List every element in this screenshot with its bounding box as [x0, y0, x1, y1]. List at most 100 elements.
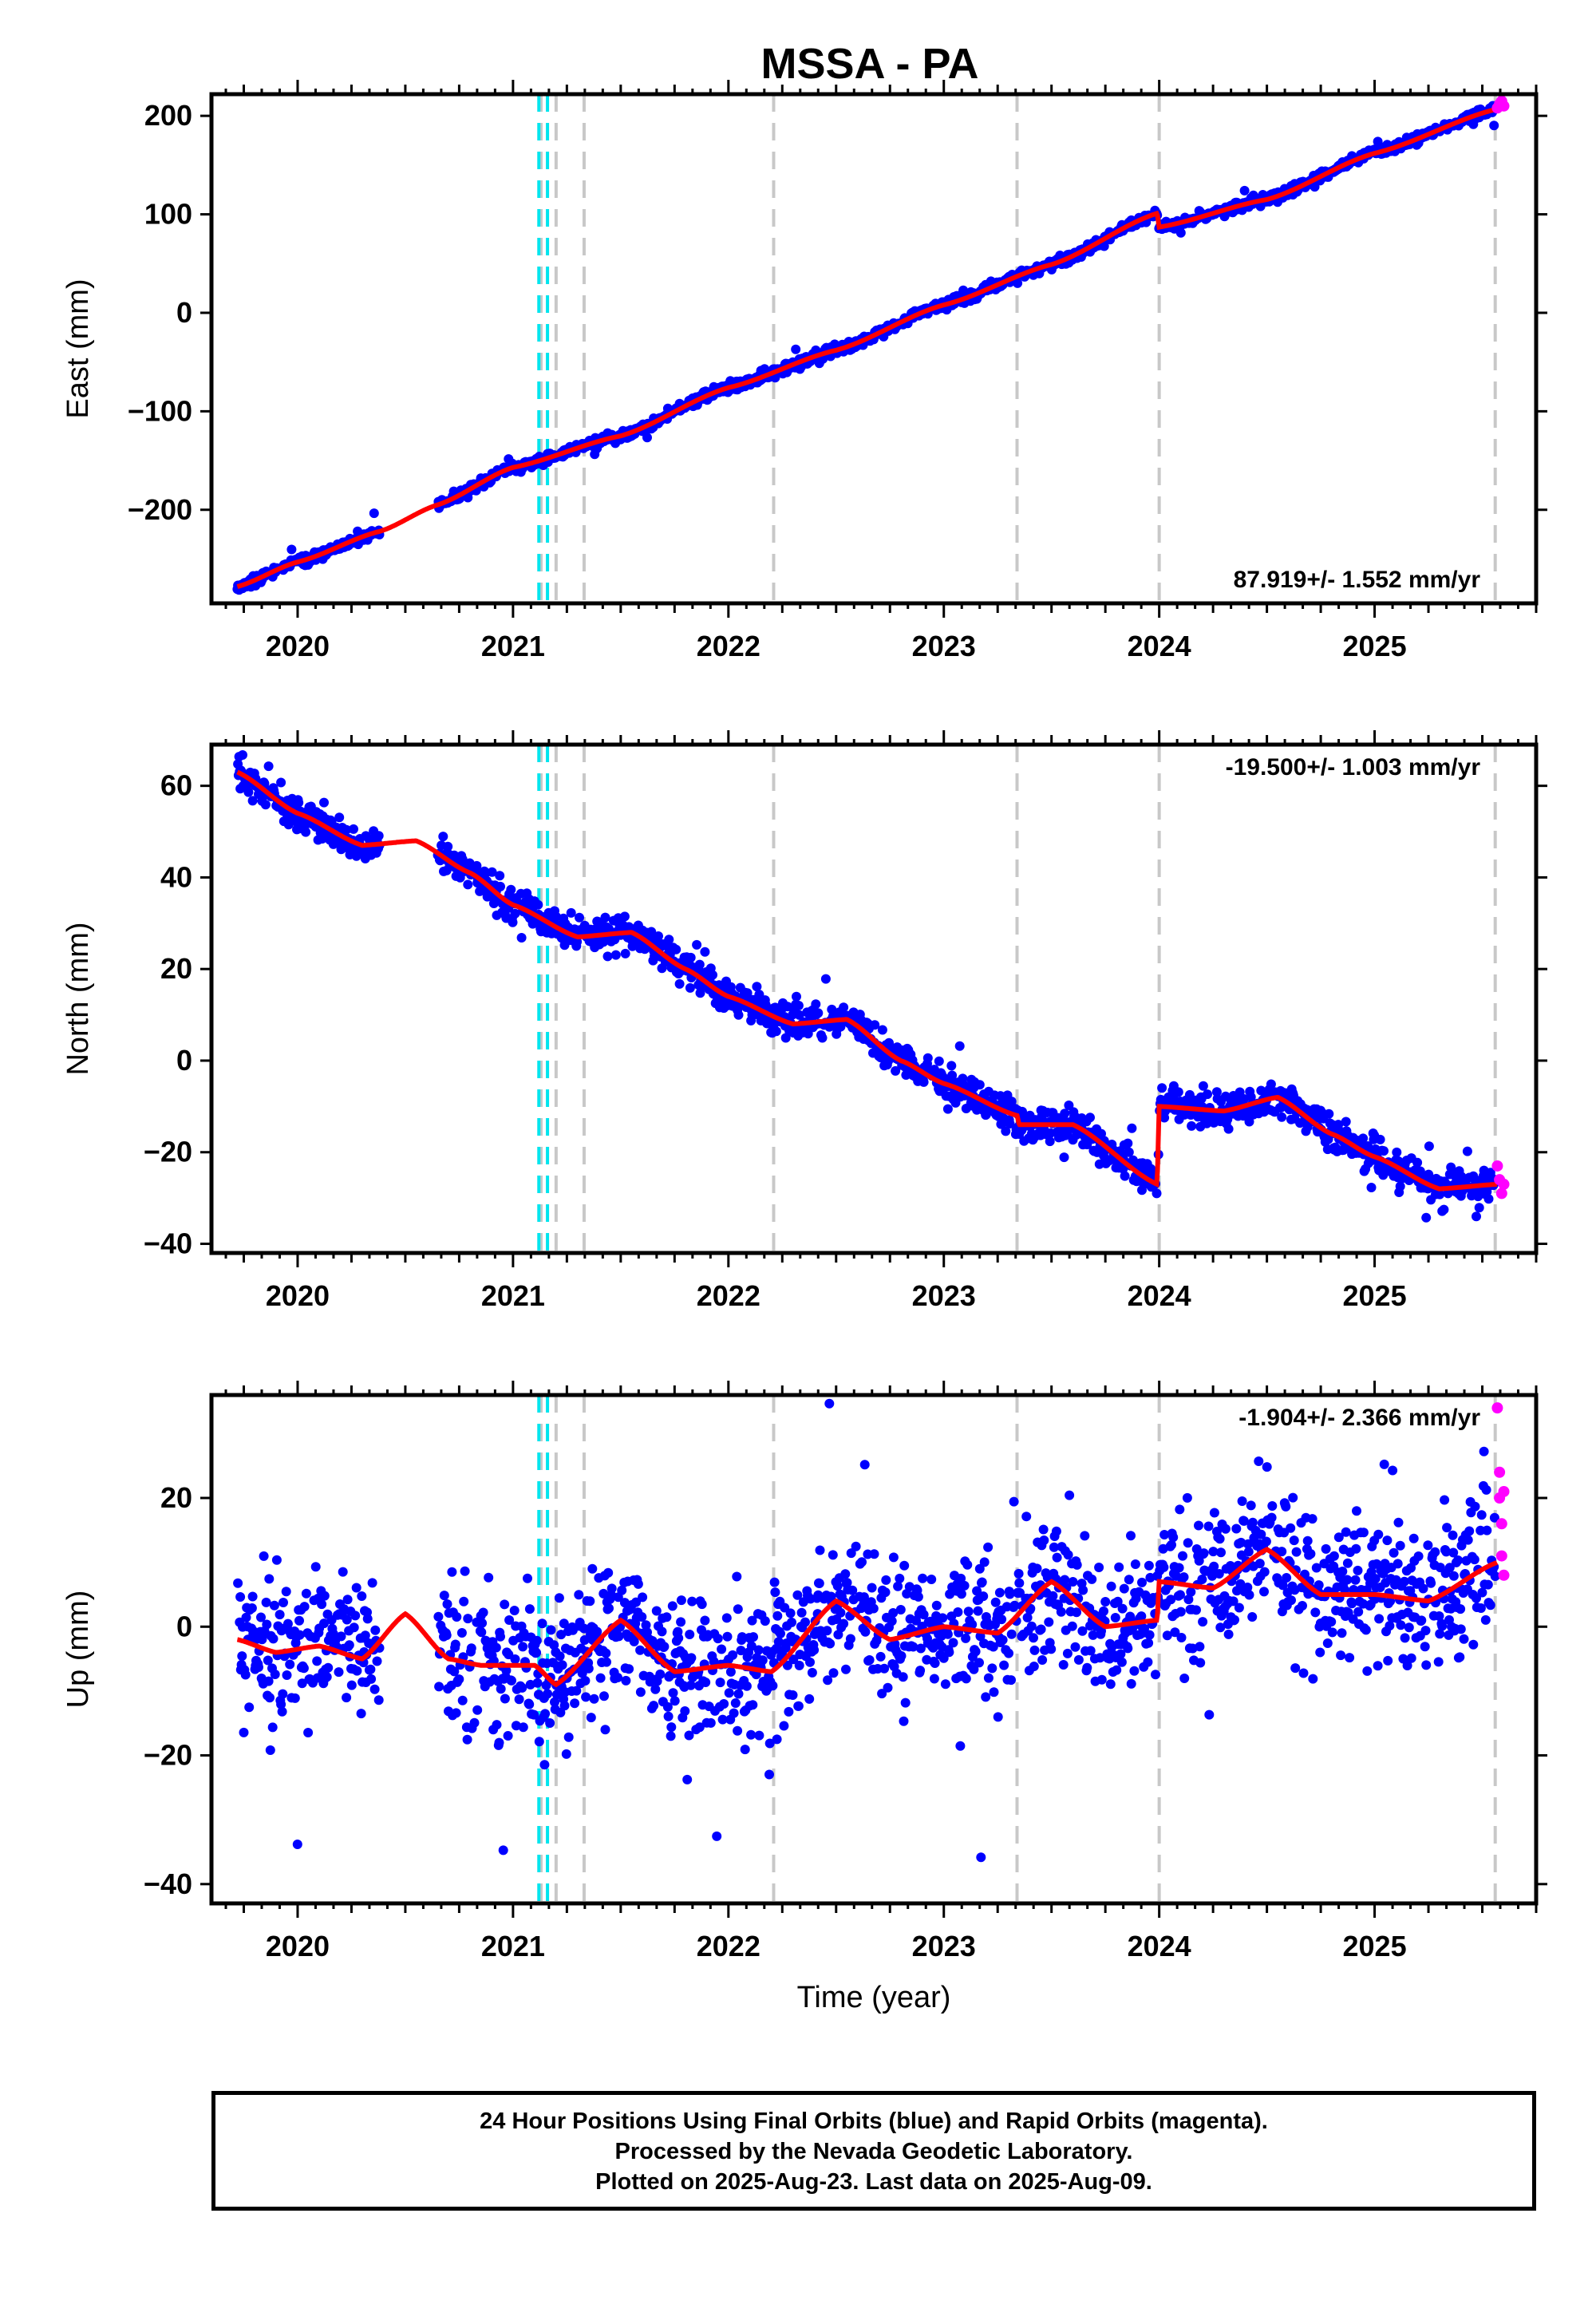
- final-point: [523, 1573, 532, 1583]
- final-point: [811, 999, 821, 1010]
- final-point: [641, 1620, 651, 1630]
- final-point: [1342, 1558, 1353, 1568]
- final-point: [1175, 1504, 1185, 1515]
- final-point: [617, 1585, 627, 1595]
- final-point: [462, 1734, 472, 1745]
- final-point: [721, 1613, 732, 1623]
- final-point: [684, 1730, 694, 1741]
- final-point: [908, 1642, 918, 1652]
- final-point: [614, 1631, 624, 1642]
- final-point: [1029, 1662, 1039, 1671]
- final-point: [498, 1845, 508, 1856]
- final-point: [574, 1590, 584, 1600]
- final-point: [931, 1600, 942, 1611]
- final-point: [1220, 1524, 1231, 1534]
- model-fit-line: [236, 1547, 1499, 1688]
- final-point: [366, 1674, 377, 1684]
- final-point: [362, 1614, 373, 1624]
- final-point: [620, 948, 630, 958]
- final-point: [864, 1655, 875, 1665]
- final-point: [1127, 1123, 1137, 1133]
- final-point: [859, 1592, 869, 1603]
- final-point: [674, 978, 685, 989]
- final-point: [276, 1699, 286, 1709]
- final-point: [319, 1591, 330, 1601]
- x-tick-label: 2022: [697, 630, 760, 662]
- final-point: [1389, 1547, 1399, 1558]
- y-tick-label: −200: [128, 493, 192, 526]
- final-point: [244, 1702, 255, 1713]
- final-point: [338, 1567, 348, 1577]
- final-point: [1385, 1621, 1395, 1631]
- final-point: [685, 952, 696, 962]
- final-point: [271, 1555, 282, 1565]
- final-point: [247, 1591, 258, 1602]
- final-point: [973, 1606, 983, 1616]
- final-point: [1179, 1572, 1189, 1583]
- final-point: [1234, 1603, 1244, 1613]
- final-point: [724, 1688, 734, 1698]
- final-point: [322, 1672, 332, 1682]
- final-point: [1026, 1621, 1037, 1631]
- final-point: [263, 761, 274, 772]
- final-point: [1395, 1181, 1405, 1192]
- final-point: [1136, 1611, 1147, 1622]
- final-point: [764, 1769, 774, 1780]
- final-point: [961, 1674, 971, 1684]
- y-tick-label: −40: [144, 1227, 192, 1260]
- final-point: [772, 1611, 783, 1621]
- final-point: [1215, 1534, 1225, 1544]
- final-point: [441, 1630, 452, 1640]
- final-point: [1424, 1141, 1434, 1152]
- final-point: [719, 1699, 729, 1709]
- final-point: [592, 1626, 602, 1637]
- final-point: [1477, 1587, 1487, 1598]
- final-point: [1129, 1666, 1140, 1676]
- final-point: [997, 1614, 1007, 1625]
- final-point: [369, 508, 379, 519]
- final-point: [1123, 1138, 1133, 1148]
- final-point: [270, 1670, 280, 1679]
- final-point: [370, 1625, 381, 1635]
- final-point: [740, 1745, 750, 1755]
- final-point: [1119, 1583, 1129, 1594]
- final-point: [259, 1551, 269, 1561]
- final-point: [891, 1065, 901, 1076]
- final-point: [372, 1656, 382, 1666]
- final-point: [1004, 1648, 1013, 1658]
- final-point: [715, 1678, 725, 1688]
- final-point: [1005, 1119, 1015, 1128]
- final-point: [282, 1618, 293, 1629]
- final-point: [1482, 1525, 1492, 1535]
- final-point: [1290, 1663, 1301, 1674]
- final-point: [1434, 1611, 1444, 1621]
- final-point: [1151, 1670, 1160, 1680]
- final-point: [883, 1682, 893, 1693]
- final-point: [1483, 1194, 1494, 1204]
- final-point: [651, 1606, 662, 1616]
- final-point: [1077, 1626, 1088, 1636]
- final-point: [595, 1673, 606, 1683]
- final-point: [496, 1684, 506, 1694]
- final-point: [342, 1614, 352, 1625]
- final-point: [1468, 1639, 1479, 1650]
- final-point: [978, 1591, 989, 1602]
- final-point: [671, 944, 681, 954]
- final-point: [898, 1672, 908, 1682]
- x-tick-label: 2021: [481, 630, 545, 662]
- final-point: [1298, 1668, 1309, 1678]
- final-point: [1096, 1626, 1106, 1636]
- final-point: [1256, 1529, 1266, 1539]
- final-point: [1130, 1559, 1140, 1569]
- final-point: [1029, 1633, 1038, 1643]
- final-point: [722, 1631, 733, 1642]
- final-point: [1021, 1512, 1032, 1522]
- final-point: [1455, 1652, 1465, 1662]
- final-point: [815, 1545, 825, 1555]
- final-point: [733, 1689, 744, 1699]
- final-point: [290, 1693, 300, 1703]
- final-point: [1448, 1530, 1458, 1540]
- final-point: [235, 1592, 246, 1602]
- final-point: [247, 1603, 257, 1613]
- final-point: [551, 911, 562, 922]
